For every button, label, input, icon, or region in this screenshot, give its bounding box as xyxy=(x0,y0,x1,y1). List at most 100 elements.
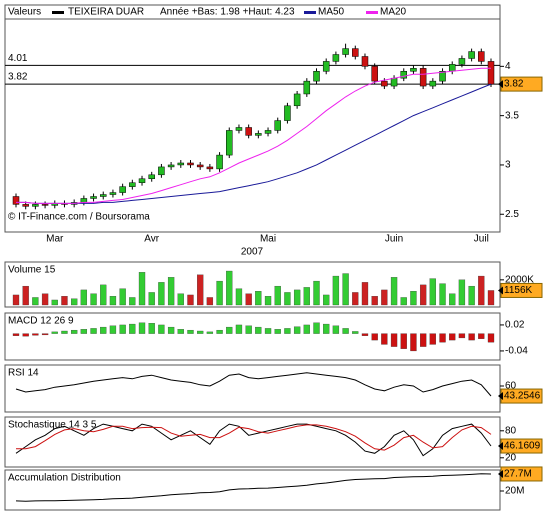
candle-body xyxy=(361,56,369,67)
bar xyxy=(41,333,49,336)
candle-body xyxy=(274,120,281,131)
candle-body xyxy=(12,196,20,205)
bar xyxy=(245,293,252,306)
bar xyxy=(400,333,407,349)
candle-body xyxy=(22,204,29,207)
candle-body xyxy=(80,198,88,203)
x-tick-label: Mar xyxy=(46,234,64,245)
candle-body xyxy=(41,204,49,206)
bar xyxy=(255,291,262,306)
candle-body xyxy=(439,71,446,82)
legend-entry: MA50 xyxy=(318,7,345,18)
candle-body xyxy=(390,77,398,87)
current-marker xyxy=(498,469,503,478)
candle-body xyxy=(148,174,155,180)
bar xyxy=(468,333,475,341)
bar xyxy=(51,331,58,334)
candle-body xyxy=(332,54,340,62)
bar xyxy=(264,296,272,306)
bar xyxy=(313,322,320,334)
bar xyxy=(284,292,291,306)
current-value: 1156K xyxy=(504,285,533,296)
bar xyxy=(61,330,68,334)
y-tick-label: 20M xyxy=(505,486,524,497)
bar xyxy=(381,333,388,345)
line-series xyxy=(15,372,492,397)
candle-body xyxy=(206,166,214,170)
y-tick-label: 3.5 xyxy=(505,110,519,121)
panel-title: MACD 12 26 9 xyxy=(8,316,74,327)
x-tick-label: Mai xyxy=(260,234,276,245)
bar xyxy=(71,298,78,306)
bar xyxy=(100,284,107,306)
bar xyxy=(90,293,97,306)
bar xyxy=(419,333,427,347)
panel-frame xyxy=(4,416,501,468)
y-tick-label: 20 xyxy=(505,452,517,463)
x-tick-label: Juin xyxy=(385,234,403,245)
bar xyxy=(167,326,175,334)
line-series xyxy=(15,473,492,502)
candle-body xyxy=(468,51,475,59)
bar xyxy=(313,280,320,306)
current-value: 3.82 xyxy=(504,79,524,90)
candle-body xyxy=(478,51,485,62)
candle-body xyxy=(429,80,437,87)
y-tick-label: 3 xyxy=(505,160,511,171)
bar xyxy=(119,324,126,334)
x-axis-title: 2007 xyxy=(241,247,264,258)
bar xyxy=(303,287,310,306)
bar xyxy=(264,328,272,334)
candle-body xyxy=(303,80,311,95)
bar xyxy=(323,323,330,334)
y-tick-label: 2000K xyxy=(505,274,534,285)
bar xyxy=(245,325,252,334)
bar xyxy=(80,329,88,334)
y-tick-label: 0.02 xyxy=(505,320,525,331)
line-series xyxy=(16,67,491,204)
panel-frame xyxy=(4,364,501,413)
legend-label: Valeurs xyxy=(8,7,41,18)
candle-body xyxy=(322,61,330,72)
y-tick-label: 4 xyxy=(505,61,511,72)
bar xyxy=(109,325,117,334)
candle-body xyxy=(129,182,136,187)
bar xyxy=(177,329,184,334)
legend-swatch xyxy=(366,11,378,14)
bar xyxy=(109,296,117,306)
bar xyxy=(303,324,310,334)
bar xyxy=(449,293,456,306)
candle-body xyxy=(119,186,126,193)
bar xyxy=(129,297,136,306)
bar xyxy=(371,333,378,341)
bar xyxy=(410,333,417,352)
bar xyxy=(61,296,68,306)
bar xyxy=(468,285,475,306)
bar xyxy=(361,282,369,306)
bar xyxy=(342,328,349,334)
candle-body xyxy=(419,68,427,87)
bar xyxy=(478,333,485,339)
bar xyxy=(458,333,466,339)
candle-body xyxy=(158,166,165,176)
bar xyxy=(390,277,398,306)
bar xyxy=(332,325,340,334)
current-marker xyxy=(498,442,503,451)
line-series xyxy=(16,424,492,451)
panel-title: RSI 14 xyxy=(8,368,39,379)
bar xyxy=(226,326,233,334)
bar xyxy=(32,333,39,336)
current-value: 43.2546 xyxy=(504,391,541,402)
candle-body xyxy=(313,71,320,82)
line-series xyxy=(15,423,492,457)
panel-title: Stochastique 14 3 5 xyxy=(8,420,97,431)
candle-body xyxy=(226,130,233,156)
candle-body xyxy=(245,127,252,136)
bar xyxy=(400,297,407,306)
bar xyxy=(381,289,388,306)
candle-body xyxy=(410,68,417,72)
bar xyxy=(12,333,20,336)
panel-frame xyxy=(4,4,501,233)
bar xyxy=(487,333,495,343)
